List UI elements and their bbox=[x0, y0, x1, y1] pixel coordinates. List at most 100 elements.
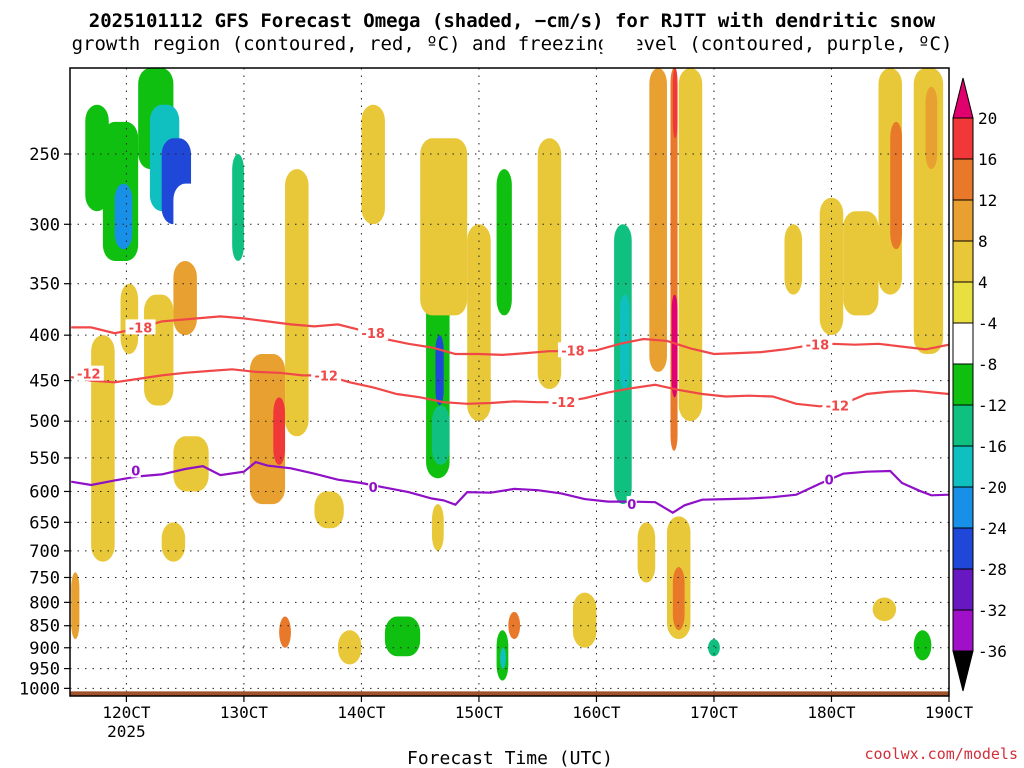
chart-title-line1: 2025101112 GFS Forecast Omega (shaded, −… bbox=[88, 10, 936, 32]
omega-cell-36 bbox=[496, 169, 512, 316]
freezing-level-label-bg-1 bbox=[368, 478, 379, 494]
colorbar-segment-11 bbox=[952, 568, 974, 611]
colorbar-label-1: 16 bbox=[978, 150, 997, 169]
x-axis-label: Forecast Time (UTC) bbox=[407, 748, 613, 768]
x-tick-label-120: 120CT bbox=[102, 703, 151, 722]
red-contour--18-label-bg-2 bbox=[557, 342, 588, 358]
omega-cell-57 bbox=[719, 86, 744, 198]
omega-cell-51 bbox=[672, 68, 678, 139]
omega-cell-30 bbox=[431, 405, 450, 465]
freezing-level-label-0: 0 bbox=[131, 464, 140, 479]
omega-cell-41 bbox=[508, 611, 521, 640]
omega-cell-67 bbox=[907, 602, 938, 640]
y-tick-label-850: 850 bbox=[29, 617, 60, 637]
colorbar-label-4: 4 bbox=[978, 273, 988, 292]
colorbar-bottom-arrow bbox=[952, 650, 974, 692]
red-contour--12-label-bg-0 bbox=[73, 365, 104, 381]
plot-frame bbox=[69, 67, 950, 697]
omega-cell-7 bbox=[173, 183, 209, 262]
colorbar-segment-2 bbox=[952, 199, 974, 242]
omega-cell-21 bbox=[173, 436, 209, 492]
colorbar-segment-4 bbox=[952, 281, 974, 324]
colorbar-label-7: -12 bbox=[978, 396, 1007, 415]
x-axis: Forecast Time (UTC) 120CT 130CT 140CT 150CT… bbox=[102, 696, 973, 768]
y-tick-label-950: 950 bbox=[29, 660, 60, 680]
red-contour--12-label-bg-2 bbox=[548, 394, 579, 410]
omega-cell-65 bbox=[925, 86, 938, 170]
red-contour--12-label-1: -12 bbox=[314, 369, 338, 384]
red-contour--18-label-bg-1 bbox=[358, 325, 389, 341]
y-tick-label-450: 450 bbox=[29, 372, 60, 392]
y-tick-label-800: 800 bbox=[29, 593, 60, 613]
omega-cell-63 bbox=[890, 121, 902, 250]
colorbar-label-9: -20 bbox=[978, 478, 1007, 497]
x-tick-label-190: 190CT bbox=[925, 703, 974, 722]
red-contour--12-label-0: -12 bbox=[77, 368, 101, 383]
colorbar-label-3: 8 bbox=[978, 232, 988, 251]
freezing-level-label-3: 0 bbox=[825, 474, 834, 489]
omega-cell-50 bbox=[671, 294, 678, 398]
red-contour--18-label-bg-3 bbox=[802, 336, 833, 352]
omega-cell-54 bbox=[672, 567, 685, 631]
omega-cell-59 bbox=[784, 224, 803, 295]
colorbar-segment-6 bbox=[952, 363, 974, 406]
colorbar-label-2: 12 bbox=[978, 191, 997, 210]
omega-cell-56 bbox=[708, 639, 720, 657]
omega-cell-10 bbox=[232, 154, 244, 262]
colorbar-segment-0 bbox=[952, 117, 974, 160]
ground-surface bbox=[70, 691, 949, 696]
x-tick-label-140: 140CT bbox=[337, 703, 386, 722]
omega-cell-31 bbox=[420, 138, 468, 316]
colorbar-label-12: -32 bbox=[978, 601, 1007, 620]
omega-cell-69 bbox=[872, 597, 897, 622]
omega-cell-46 bbox=[637, 522, 656, 583]
colorbar-top-arrow bbox=[952, 77, 974, 119]
colorbar-label-11: -28 bbox=[978, 560, 1007, 579]
omega-cell-37 bbox=[467, 224, 491, 422]
y-tick-label-1000: 1000 bbox=[19, 679, 60, 699]
freezing-level-label-1: 0 bbox=[369, 481, 378, 496]
red-contour--18-label-1: -18 bbox=[361, 327, 385, 342]
red-contour--18-label-bg-0 bbox=[125, 319, 156, 335]
omega-cell-72 bbox=[337, 630, 362, 665]
y-tick-label-500: 500 bbox=[29, 412, 60, 432]
colorbar-label-5: -4 bbox=[978, 314, 997, 333]
omega-cell-23 bbox=[279, 616, 291, 648]
y-tick-label-250: 250 bbox=[29, 145, 60, 165]
freezing-level-label-bg-2 bbox=[626, 496, 637, 512]
colorbar-label-0: 20 bbox=[978, 109, 997, 128]
omega-cell-12 bbox=[120, 283, 139, 354]
omega-cell-34 bbox=[431, 504, 444, 551]
colorbar-segment-12 bbox=[952, 609, 974, 652]
colorbar-segment-1 bbox=[952, 158, 974, 201]
omega-cell-33 bbox=[384, 616, 421, 657]
colorbar-segment-10 bbox=[952, 527, 974, 570]
colorbar-segment-7 bbox=[952, 404, 974, 447]
chart-title-line2: growth region (contoured, red, ºC) and f… bbox=[71, 33, 953, 55]
omega-cell-32 bbox=[431, 630, 450, 677]
omega-cell-40 bbox=[500, 647, 506, 669]
y-tick-label-650: 650 bbox=[29, 513, 60, 533]
y-tick-label-400: 400 bbox=[29, 326, 60, 346]
y-tick-label-550: 550 bbox=[29, 449, 60, 469]
red-contour--18-label-0: -18 bbox=[129, 321, 153, 336]
freezing-level-label-bg-3 bbox=[824, 471, 835, 487]
omega-cell-13 bbox=[144, 294, 174, 406]
y-tick-label-750: 750 bbox=[29, 568, 60, 588]
red-contour--12-label-bg-1 bbox=[311, 367, 342, 383]
freezing-level-label-2: 0 bbox=[627, 498, 636, 513]
y-tick-label-600: 600 bbox=[29, 482, 60, 502]
omega-cell-17 bbox=[285, 169, 309, 437]
omega-cell-47 bbox=[631, 630, 644, 661]
y-axis: 2503003504004505005506006507007508008509… bbox=[19, 145, 70, 699]
omega-cell-38 bbox=[537, 138, 562, 390]
omega-cell-24 bbox=[314, 491, 344, 529]
omega-cell-61 bbox=[843, 211, 879, 316]
contour-layer: -18 -18 -18 -18 -12 -12 -12 -12 0 0 0 0 bbox=[71, 315, 950, 514]
colorbar-label-8: -16 bbox=[978, 437, 1007, 456]
red-contour--18-label-2: -18 bbox=[561, 344, 585, 359]
omega-cell-42 bbox=[572, 592, 597, 648]
omega-cell-70 bbox=[940, 539, 949, 583]
omega-cell-8 bbox=[196, 68, 221, 155]
